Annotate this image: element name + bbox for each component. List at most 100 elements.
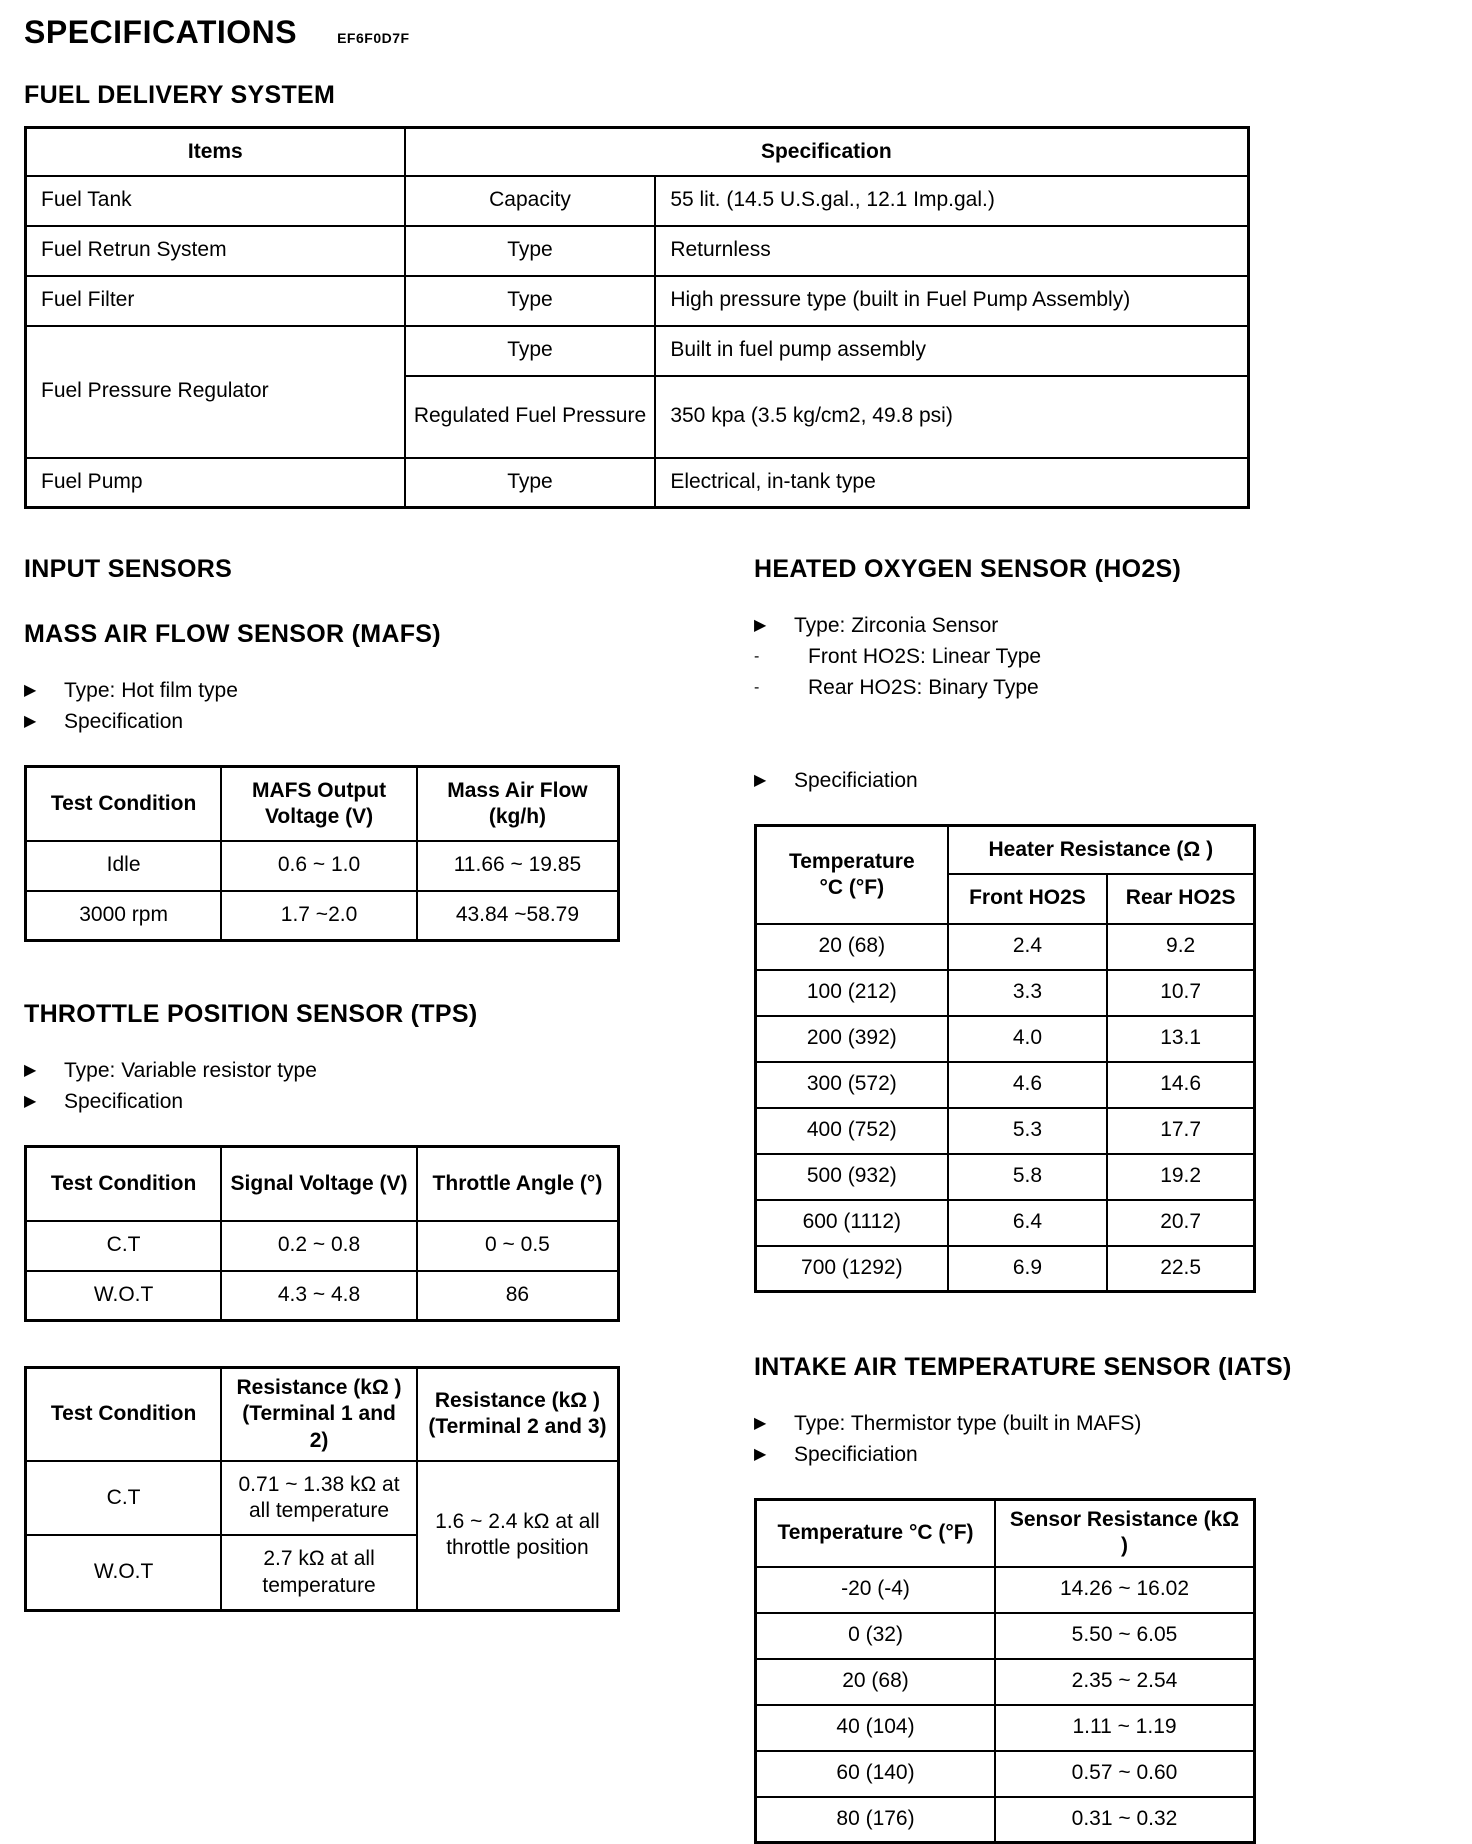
document-code: EF6F0D7F xyxy=(337,30,410,46)
tps-bullets: ▶ Type: Variable resistor type ▶ Specifi… xyxy=(24,1055,620,1117)
table-row: 60 (140) 0.57 ~ 0.60 xyxy=(754,1749,1256,1798)
tps-heading: THROTTLE POSITION SENSOR (TPS) xyxy=(24,1000,478,1028)
column-header-front-ho2s: Front HO2S xyxy=(946,872,1109,925)
table-row: Fuel Retrun System Type Returnless xyxy=(24,224,1250,277)
table-row: W.O.T 2.7 kΩ at all temperature xyxy=(24,1534,619,1612)
table-cell: 100 (212) xyxy=(754,968,949,1017)
table-cell: 4.3 ~ 4.8 xyxy=(220,1269,418,1322)
table-cell: 43.84 ~58.79 xyxy=(415,889,620,942)
list-item: ▶ Type: Hot film type xyxy=(24,675,620,706)
mafs-spec-table: Test Condition MAFS Output Voltage (V) M… xyxy=(24,765,620,942)
table-cell: Type xyxy=(403,324,657,377)
table-cell: W.O.T xyxy=(24,1269,223,1322)
mafs-bullets: ▶ Type: Hot film type ▶ Specification xyxy=(24,675,620,737)
table-cell: 0.71 ~ 1.38 kΩ at all temperature xyxy=(220,1459,418,1537)
table-cell: Regulated Fuel Pressure xyxy=(403,374,657,459)
column-header-sensor-resistance: Sensor Resistance (kΩ ) xyxy=(994,1498,1256,1568)
column-header: MAFS Output Voltage (V) xyxy=(220,765,418,842)
table-cell: Type xyxy=(403,274,657,327)
table-cell: 2.7 kΩ at all temperature xyxy=(220,1534,418,1612)
table-cell: 1.6 ~ 2.4 kΩ at all throttle position xyxy=(415,1459,620,1612)
header-line: Temperature xyxy=(788,849,915,873)
table-row: Idle 0.6 ~ 1.0 11.66 ~ 19.85 xyxy=(24,839,620,892)
table-cell: 20 (68) xyxy=(754,1657,997,1706)
table-cell: Fuel Pump xyxy=(24,456,406,509)
table-row: -20 (-4) 14.26 ~ 16.02 xyxy=(754,1565,1256,1614)
table-cell: High pressure type (built in Fuel Pump A… xyxy=(654,274,1250,327)
table-row: 0 (32) 5.50 ~ 6.05 xyxy=(754,1611,1256,1660)
table-row: Regulated Fuel Pressure 350 kpa (3.5 kg/… xyxy=(26,374,1250,459)
table-row: 600 (1112) 6.4 20.7 xyxy=(754,1198,1256,1247)
table-cell: 0.57 ~ 0.60 xyxy=(994,1749,1256,1798)
table-cell: 19.2 xyxy=(1106,1152,1256,1201)
table-cell: 0.31 ~ 0.32 xyxy=(994,1795,1256,1844)
triangle-bullet-icon: ▶ xyxy=(24,713,37,730)
ho2s-spec-table: Temperature °C (°F) Heater Resistance (Ω… xyxy=(754,824,1256,1293)
table-cell: 4.6 xyxy=(946,1060,1109,1109)
table-cell: 6.9 xyxy=(946,1244,1109,1293)
bullet-text: Specification xyxy=(64,1090,184,1113)
table-cell: 5.3 xyxy=(946,1106,1109,1155)
table-cell: -20 (-4) xyxy=(754,1565,997,1614)
list-item: - Front HO2S: Linear Type xyxy=(754,641,1256,672)
table-cell: 11.66 ~ 19.85 xyxy=(415,839,620,892)
table-row: Fuel Pump Type Electrical, in-tank type xyxy=(24,456,1250,509)
table-cell: 350 kpa (3.5 kg/cm2, 49.8 psi) xyxy=(654,374,1250,459)
table-cell: 4.0 xyxy=(946,1014,1109,1063)
column-header: Mass Air Flow (kg/h) xyxy=(415,765,620,842)
list-item: ▶ Specification xyxy=(24,1086,620,1117)
triangle-bullet-icon: ▶ xyxy=(754,1446,767,1463)
table-cell: 40 (104) xyxy=(754,1703,997,1752)
table-cell: 9.2 xyxy=(1106,922,1256,971)
table-cell: 600 (1112) xyxy=(754,1198,949,1247)
table-cell: 2.4 xyxy=(946,922,1109,971)
table-cell: Electrical, in-tank type xyxy=(654,456,1250,509)
bullet-text: Specificiation xyxy=(794,1443,918,1466)
tps-voltage-table: Test Condition Signal Voltage (V) Thrott… xyxy=(24,1145,620,1322)
bullet-text: Specificiation xyxy=(794,769,918,792)
triangle-bullet-icon: ▶ xyxy=(24,1062,37,1079)
table-row: Fuel Pressure Regulator Type Built in fu… xyxy=(24,324,1250,459)
table-cell: 200 (392) xyxy=(754,1014,949,1063)
dash-bullet-icon: - xyxy=(754,648,760,665)
table-cell: C.T xyxy=(24,1459,223,1537)
column-header-specification: Specification xyxy=(403,126,1250,177)
input-sensors-heading: INPUT SENSORS xyxy=(24,555,233,583)
column-header: Test Condition xyxy=(24,1366,223,1462)
table-cell: Fuel Retrun System xyxy=(24,224,406,277)
table-cell: Idle xyxy=(24,839,223,892)
column-header: Resistance (kΩ ) (Terminal 1 and 2) xyxy=(220,1366,418,1462)
fuel-delivery-heading: FUEL DELIVERY SYSTEM xyxy=(24,81,336,109)
mafs-heading: MASS AIR FLOW SENSOR (MAFS) xyxy=(24,620,441,648)
table-row: 3000 rpm 1.7 ~2.0 43.84 ~58.79 xyxy=(24,889,620,942)
document-page: SPECIFICATIONS EF6F0D7F FUEL DELIVERY SY… xyxy=(24,14,1291,1844)
table-row: W.O.T 4.3 ~ 4.8 86 xyxy=(24,1269,620,1322)
title-row: SPECIFICATIONS EF6F0D7F xyxy=(24,14,1256,51)
bullet-text: Type: Thermistor type (built in MAFS) xyxy=(794,1412,1142,1435)
list-item: ▶ Type: Thermistor type (built in MAFS) xyxy=(754,1408,1256,1439)
table-cell: 20.7 xyxy=(1106,1198,1256,1247)
table-cell: Fuel Pressure Regulator xyxy=(24,324,406,459)
table-header-row: Temperature °C (°F) Sensor Resistance (k… xyxy=(754,1498,1256,1568)
table-cell: 14.26 ~ 16.02 xyxy=(994,1565,1256,1614)
table-cell: 55 lit. (14.5 U.S.gal., 12.1 Imp.gal.) xyxy=(654,174,1250,227)
table-header-row: Test Condition MAFS Output Voltage (V) M… xyxy=(24,765,620,842)
column-header-items: Items xyxy=(24,126,406,177)
tps-resistance-table: Test Condition Resistance (kΩ ) (Termina… xyxy=(24,1366,620,1612)
table-header-row: Test Condition Signal Voltage (V) Thrott… xyxy=(24,1145,620,1222)
table-header-row: Test Condition Resistance (kΩ ) (Termina… xyxy=(24,1366,620,1462)
table-row: 200 (392) 4.0 13.1 xyxy=(754,1014,1256,1063)
page-title: SPECIFICATIONS xyxy=(24,14,298,50)
bullet-text: Front HO2S: Linear Type xyxy=(808,645,1042,668)
table-cell: 0 (32) xyxy=(754,1611,997,1660)
list-item: ▶ Specification xyxy=(24,706,620,737)
table-cell: C.T xyxy=(24,1219,223,1272)
column-header: Test Condition xyxy=(24,1145,223,1222)
table-row: C.T 0.2 ~ 0.8 0 ~ 0.5 xyxy=(24,1219,620,1272)
bullet-text: Specification xyxy=(64,710,184,733)
ho2s-bullets: ▶ Type: Zirconia Sensor - Front HO2S: Li… xyxy=(754,610,1256,703)
table-row: 400 (752) 5.3 17.7 xyxy=(754,1106,1256,1155)
table-cell: 3000 rpm xyxy=(24,889,223,942)
table-cell: 0.2 ~ 0.8 xyxy=(220,1219,418,1272)
table-cell: 2.35 ~ 2.54 xyxy=(994,1657,1256,1706)
